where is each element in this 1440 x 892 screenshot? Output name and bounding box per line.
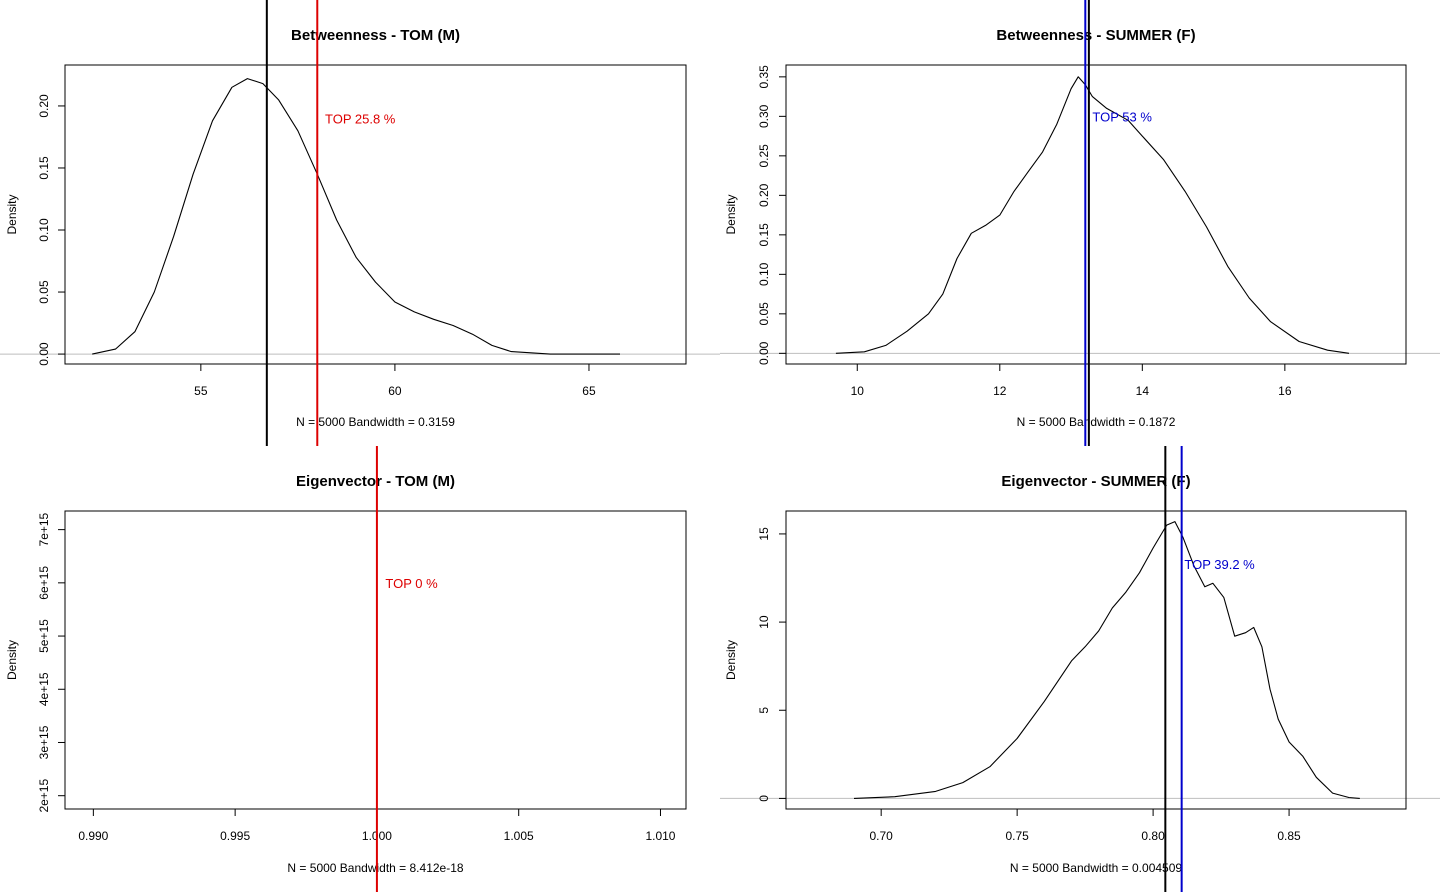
x-tick-label: 1.010 bbox=[645, 829, 675, 843]
x-tick-label: 55 bbox=[194, 384, 208, 398]
y-tick-label: 0.15 bbox=[37, 156, 51, 180]
y-axis-label: Density bbox=[724, 194, 738, 234]
y-tick-label: 10 bbox=[757, 615, 771, 629]
density-curve bbox=[92, 78, 620, 355]
y-tick-label: 4e+15 bbox=[37, 672, 51, 706]
y-tick-label: 0.35 bbox=[757, 65, 771, 89]
y-tick-label: 0.30 bbox=[757, 104, 771, 128]
y-tick-label: 0.25 bbox=[757, 144, 771, 168]
x-tick-label: 0.80 bbox=[1141, 829, 1165, 843]
chart-title: Eigenvector - SUMMER (F) bbox=[1001, 473, 1190, 490]
chart-title: Betweenness - SUMMER (F) bbox=[996, 27, 1195, 44]
y-tick-label: 5 bbox=[757, 707, 771, 714]
y-tick-label: 0.05 bbox=[37, 280, 51, 304]
y-tick-label: 2e+15 bbox=[37, 779, 51, 813]
x-tick-label: 10 bbox=[851, 384, 865, 398]
x-tick-label: 12 bbox=[993, 384, 1007, 398]
density-panel-1: 55 60 65 0.00 0.05 0.10 0.15 0.20 Density N = 500… bbox=[0, 0, 720, 446]
y-tick-label: 0 bbox=[757, 795, 771, 802]
chart-title: Betweenness - TOM (M) bbox=[291, 27, 460, 44]
x-tick-label: 16 bbox=[1278, 384, 1292, 398]
plot-frame bbox=[785, 510, 1407, 810]
y-tick-label: 0.20 bbox=[37, 94, 51, 118]
y-tick-label: 5e+15 bbox=[37, 619, 51, 653]
y-tick-label: 0.20 bbox=[757, 183, 771, 207]
x-tick-label: 14 bbox=[1136, 384, 1150, 398]
x-tick-label: 0.70 bbox=[869, 829, 893, 843]
top-percent-annotation: TOP 0 % bbox=[385, 576, 438, 591]
density-curve bbox=[835, 76, 1350, 354]
density-panel-2: 10 12 14 16 0.00 0.05 0.10 0.15 0.20 0.25 0.30 0.35… bbox=[720, 0, 1440, 446]
plot-frame bbox=[64, 64, 687, 365]
y-tick-label: 6e+15 bbox=[37, 566, 51, 600]
y-tick-label: 15 bbox=[757, 527, 771, 541]
y-axis-label: Density bbox=[5, 640, 19, 680]
x-axis-label: N = 5000 Bandwidth = 0.004509 bbox=[1010, 861, 1182, 875]
top-percent-annotation: TOP 39.2 % bbox=[1184, 557, 1255, 572]
y-tick-label: 0.10 bbox=[37, 218, 51, 242]
density-curve bbox=[853, 521, 1360, 799]
y-tick-label: 0.05 bbox=[757, 302, 771, 326]
plot-frame bbox=[64, 510, 687, 810]
y-tick-label: 0.00 bbox=[37, 342, 51, 366]
y-tick-label: 3e+15 bbox=[37, 725, 51, 759]
y-tick-label: 7e+15 bbox=[37, 512, 51, 546]
y-tick-label: 0.15 bbox=[757, 223, 771, 247]
top-percent-annotation: TOP 25.8 % bbox=[325, 111, 396, 126]
x-tick-label: 0.990 bbox=[78, 829, 108, 843]
density-panel-4: 0.70 0.75 0.80 0.85 0 5 10 15 Density N = 5000 Ba… bbox=[720, 446, 1440, 892]
chart-title: Eigenvector - TOM (M) bbox=[296, 473, 455, 490]
y-tick-label: 0.10 bbox=[757, 262, 771, 286]
x-axis-label: N = 5000 Bandwidth = 8.412e-18 bbox=[287, 861, 463, 875]
y-tick-label: 0.00 bbox=[757, 341, 771, 365]
y-axis-label: Density bbox=[5, 194, 19, 234]
x-axis-label: N = 5000 Bandwidth = 0.3159 bbox=[296, 415, 455, 429]
x-axis-label: N = 5000 Bandwidth = 0.1872 bbox=[1017, 415, 1176, 429]
top-percent-annotation: TOP 53 % bbox=[1092, 109, 1152, 124]
x-tick-label: 0.75 bbox=[1005, 829, 1029, 843]
x-tick-label: 1.005 bbox=[504, 829, 534, 843]
x-tick-label: 60 bbox=[388, 384, 402, 398]
x-tick-label: 65 bbox=[582, 384, 596, 398]
x-tick-label: 0.995 bbox=[220, 829, 250, 843]
y-axis-label: Density bbox=[724, 640, 738, 680]
x-tick-label: 0.85 bbox=[1277, 829, 1301, 843]
density-panel-3: 0.9900.9951.0001.0051.0102e+153e+154e+15… bbox=[5, 446, 687, 892]
